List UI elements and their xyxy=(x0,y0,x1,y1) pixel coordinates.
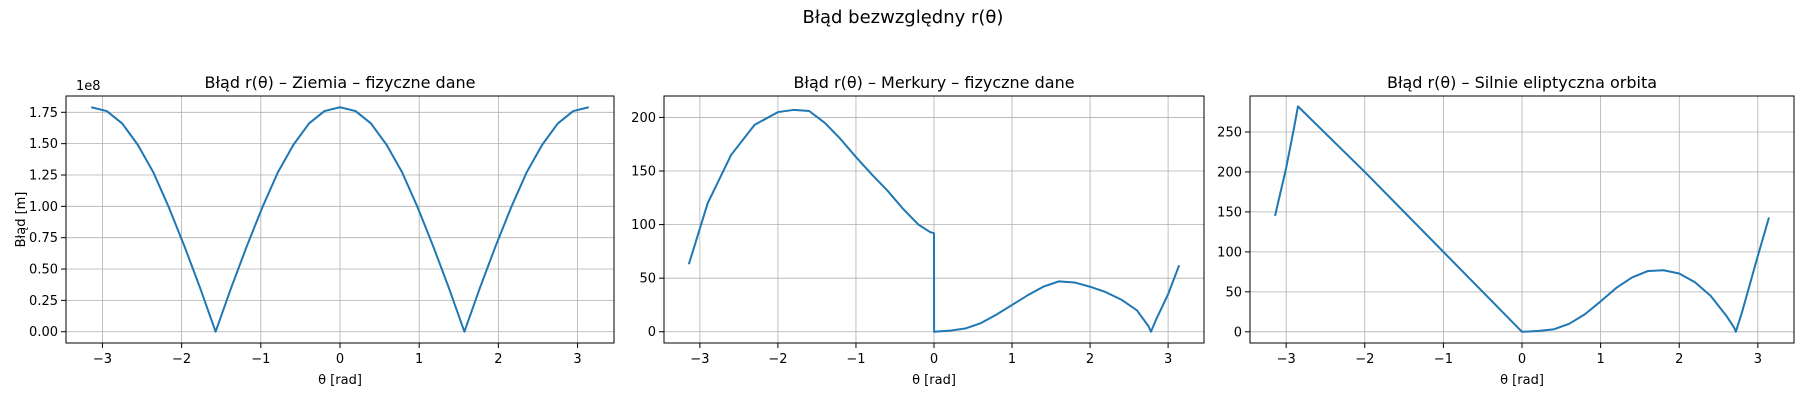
y-tick-label: 200 xyxy=(631,111,656,126)
x-tick-label: 0 xyxy=(1518,352,1526,367)
x-tick-label: −3 xyxy=(93,352,112,367)
x-tick-label: 3 xyxy=(573,352,581,367)
x-axis-label: θ [rad] xyxy=(1500,373,1544,388)
chart-earth: −3 −2 −1 0 1 2 3 0.00 0.25 0.50 0.75 1.00 1.25 1.50 1.… xyxy=(14,73,615,388)
series-line xyxy=(1274,105,1770,333)
x-tick-label: 2 xyxy=(1086,352,1094,367)
y-tick-label: 0.50 xyxy=(29,263,58,278)
chart-eccentric-orbit: −3 −2 −1 0 1 2 3 0 50 100 150 200 250 Błąd r(θ) – Sil… xyxy=(1217,73,1795,388)
y-offset-label: 1e8 xyxy=(76,79,101,94)
y-tick-label: 1.50 xyxy=(29,137,58,152)
x-axis-label: θ [rad] xyxy=(318,373,362,388)
x-tick-label: 0 xyxy=(930,352,938,367)
x-tick-label: 1 xyxy=(1008,352,1016,367)
x-tick-label: 3 xyxy=(1164,352,1172,367)
y-tick-label: 1.75 xyxy=(29,106,58,121)
x-tick-label: 2 xyxy=(494,352,502,367)
x-tick-label: 3 xyxy=(1754,352,1762,367)
y-tick-label: 250 xyxy=(1217,125,1242,140)
x-tick-label: −1 xyxy=(846,352,865,367)
series-line xyxy=(90,106,590,333)
y-tick-label: 100 xyxy=(1217,245,1242,260)
x-tick-label: −3 xyxy=(1277,352,1296,367)
x-tick-label: −3 xyxy=(690,352,709,367)
y-tick-label: 0.75 xyxy=(29,231,58,246)
y-tick-label: 1.25 xyxy=(29,168,58,183)
figure-suptitle: Błąd bezwzględny r(θ) xyxy=(803,7,1004,28)
series-line xyxy=(687,108,1181,333)
chart-title: Błąd r(θ) – Merkury – fizyczne dane xyxy=(793,73,1074,92)
x-tick-label: −2 xyxy=(1355,352,1374,367)
y-tick-label: 0.25 xyxy=(29,294,58,309)
x-tick-label: 1 xyxy=(1596,352,1604,367)
x-tick-label: 2 xyxy=(1675,352,1683,367)
x-tick-label: −2 xyxy=(768,352,787,367)
y-tick-label: 0 xyxy=(648,325,656,340)
y-tick-label: 0 xyxy=(1234,325,1242,340)
x-tick-label: 1 xyxy=(415,352,423,367)
chart-title: Błąd r(θ) – Silnie eliptyczna orbita xyxy=(1387,73,1657,92)
chart-mercury: −3 −2 −1 0 1 2 3 0 50 100 150 200 Błąd r(θ) – Merkur… xyxy=(631,73,1205,388)
y-tick-label: 1.00 xyxy=(29,200,58,215)
x-axis-label: θ [rad] xyxy=(912,373,956,388)
y-tick-label: 150 xyxy=(1217,205,1242,220)
x-tick-label: −1 xyxy=(251,352,270,367)
y-axis-label: Błąd [m] xyxy=(14,192,29,248)
y-tick-label: 200 xyxy=(1217,165,1242,180)
x-tick-label: 0 xyxy=(336,352,344,367)
x-tick-label: −2 xyxy=(172,352,191,367)
y-tick-label: 150 xyxy=(631,165,656,180)
y-tick-label: 100 xyxy=(631,218,656,233)
y-tick-label: 50 xyxy=(1225,285,1242,300)
y-tick-label: 0.00 xyxy=(29,325,58,340)
x-tick-label: −1 xyxy=(1434,352,1453,367)
y-tick-label: 50 xyxy=(639,272,656,287)
chart-title: Błąd r(θ) – Ziemia – fizyczne dane xyxy=(204,73,475,92)
